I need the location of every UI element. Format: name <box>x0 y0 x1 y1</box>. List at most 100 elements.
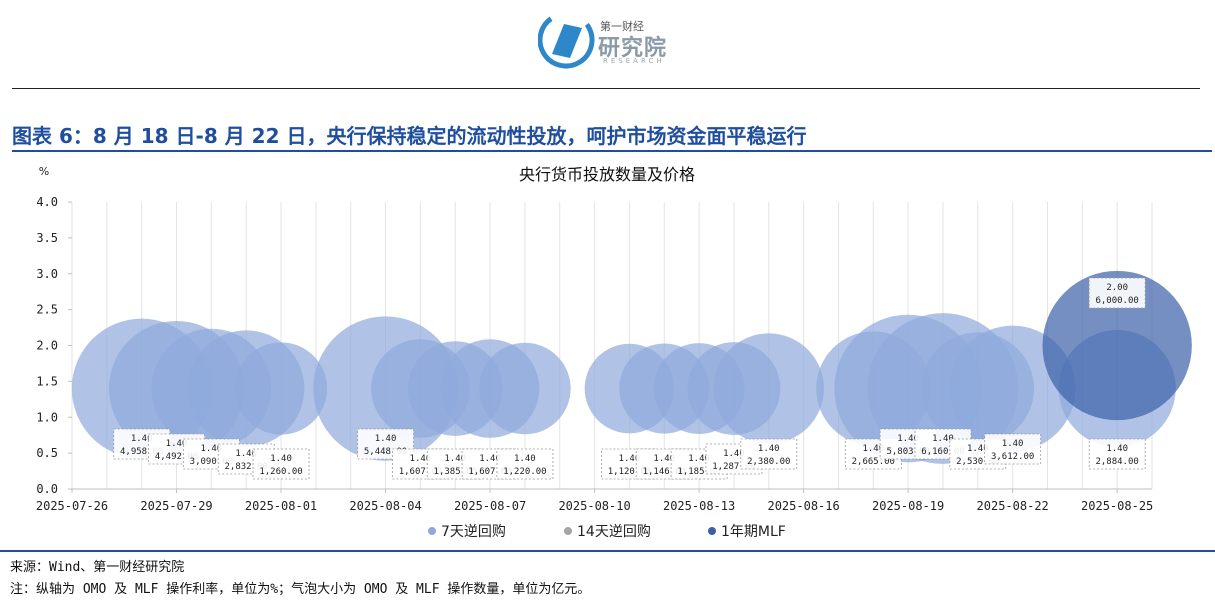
data-label-amount: 1,607.00 <box>399 467 442 477</box>
research-logo-icon <box>538 11 595 69</box>
data-label-amount: 2,530.00 <box>956 457 999 467</box>
bubble-point <box>1042 270 1192 421</box>
data-label-box <box>984 433 1042 465</box>
y-tick-label: 1.0 <box>36 410 58 424</box>
data-label-rate: 1.40 <box>375 434 397 444</box>
data-label-amount: 6,000.00 <box>1095 296 1138 306</box>
data-label-amount: 1,607.00 <box>468 467 511 477</box>
data-label-rate: 1.40 <box>653 454 675 464</box>
data-label: 1.40 5,448.00 <box>357 428 414 460</box>
data-label-amount: 4,492.00 <box>155 452 198 462</box>
bubble-point <box>713 333 824 444</box>
data-label-amount: 1,120.00 <box>608 467 651 477</box>
data-label: 1.40 2,380.00 <box>740 438 798 470</box>
bubble-point <box>234 342 328 435</box>
legend-marker <box>564 527 572 535</box>
data-label-amount: 2,832.00 <box>225 462 268 472</box>
y-tick-label: 4.0 <box>36 195 58 209</box>
data-label: 1.40 2,884.00 <box>1088 438 1146 470</box>
bubble-chart: 央行货币投放数量及价格 % 1.404,958.001.404,492.001.… <box>36 165 1192 540</box>
x-tick-label: 2025-08-04 <box>349 499 421 513</box>
data-label-box <box>1088 438 1146 470</box>
data-label-amount: 5,803.00 <box>886 447 929 457</box>
data-label-rate: 1.40 <box>1002 439 1024 449</box>
data-label-rate: 1.40 <box>688 454 710 464</box>
logo-label-cn: 第一财经 <box>600 20 644 33</box>
bubble-layer <box>71 270 1192 464</box>
data-label-rate: 1.40 <box>514 454 536 464</box>
data-label-amount: 3,612.00 <box>991 452 1034 462</box>
x-tick-label: 2025-07-29 <box>140 499 212 513</box>
legend-label: 1年期MLF <box>721 524 786 540</box>
legend-marker <box>708 527 716 535</box>
y-tick-label: 1.5 <box>36 374 58 388</box>
chart-axes: 0.0 0.5 1.0 1.5 2.0 2.5 3.0 3.5 4.0 2025-07-26 202… <box>36 195 1153 513</box>
data-label-amount: 1,185.00 <box>677 467 720 477</box>
data-label-rate: 1.40 <box>410 454 432 464</box>
legend-marker <box>428 527 436 535</box>
chart-legend: 7天逆回购 14天逆回购 1年期MLF <box>428 524 786 540</box>
data-label-amount: 1,287.00 <box>712 462 755 472</box>
logo-label-main: 研究院 <box>598 36 668 61</box>
x-tick-label: 2025-08-01 <box>245 499 317 513</box>
y-tick-label: 0.5 <box>36 446 58 460</box>
source-text: 来源：Wind、第一财经研究院 <box>10 560 185 575</box>
data-label-amount: 6,160.00 <box>921 447 964 457</box>
data-label: 1.40 1,260.00 <box>252 448 310 480</box>
bubble-point <box>479 342 571 435</box>
data-label: 2.00 6,000.00 <box>1088 277 1146 309</box>
data-label-rate: 1.40 <box>479 454 501 464</box>
data-label-box <box>252 448 310 480</box>
data-label-amount: 1,385.00 <box>434 467 477 477</box>
y-tick-label: 2.5 <box>36 303 58 317</box>
data-label-amount: 4,958.00 <box>120 447 163 457</box>
x-tick-label: 2025-08-19 <box>872 499 944 513</box>
data-label-rate: 1.40 <box>1106 444 1128 454</box>
data-label-amount: 1,260.00 <box>259 467 302 477</box>
data-label-amount: 1,220.00 <box>503 467 546 477</box>
data-label-rate: 1.40 <box>758 444 780 454</box>
data-label-rate: 1.40 <box>897 434 919 444</box>
logo-label-en: RESEARCH <box>603 57 665 65</box>
data-label-amount: 2,665.00 <box>852 457 895 467</box>
data-label-rate: 1.40 <box>235 449 257 459</box>
data-label-rate: 1.40 <box>862 444 884 454</box>
data-label-layer: 1.404,958.001.404,492.001.403,090.001.40… <box>113 277 1146 480</box>
header-divider <box>12 88 1200 89</box>
data-label-box <box>496 448 554 480</box>
chart-title: 央行货币投放数量及价格 <box>519 165 695 184</box>
data-label-amount: 3,090.00 <box>190 457 233 467</box>
data-label-rate: 1.40 <box>723 449 745 459</box>
data-label-rate: 2.00 <box>1106 283 1128 293</box>
x-tick-label: 2025-08-07 <box>454 499 526 513</box>
data-label: 1.40 3,612.00 <box>984 433 1042 465</box>
x-tick-label: 2025-08-25 <box>1081 499 1153 513</box>
data-label-box <box>1088 277 1146 309</box>
y-tick-label: 3.5 <box>36 231 58 245</box>
y-tick-label: 3.0 <box>36 267 58 281</box>
legend-label: 14天逆回购 <box>577 524 651 540</box>
data-label-rate: 1.40 <box>444 454 466 464</box>
title-divider <box>12 150 1212 152</box>
data-label: 1.40 1,220.00 <box>496 448 554 480</box>
x-tick-label: 2025-08-13 <box>663 499 735 513</box>
data-label-amount: 2,380.00 <box>747 457 790 467</box>
data-label-box <box>740 438 798 470</box>
data-label-amount: 2,884.00 <box>1095 457 1138 467</box>
source-divider <box>0 550 1215 552</box>
data-label-rate: 1.40 <box>967 444 989 454</box>
x-tick-label: 2025-08-16 <box>767 499 839 513</box>
y-tick-label: 0.0 <box>36 482 58 496</box>
y-axis-label: % <box>39 165 49 178</box>
x-tick-label: 2025-08-10 <box>558 499 630 513</box>
note-text: 注：纵轴为 OMO 及 MLF 操作利率，单位为%；气泡大小为 OMO 及 ML… <box>10 582 591 597</box>
x-tick-label: 2025-07-26 <box>36 499 108 513</box>
data-label-amount: 1,146.00 <box>643 467 686 477</box>
data-label-rate: 1.40 <box>201 444 223 454</box>
x-tick-label: 2025-08-22 <box>977 499 1049 513</box>
figure-title: 图表 6：8 月 18 日-8 月 22 日，央行保持稳定的流动性投放，呵护市场… <box>12 124 807 148</box>
data-label-rate: 1.40 <box>166 439 188 449</box>
data-label-rate: 1.40 <box>270 454 292 464</box>
data-label-rate: 1.40 <box>131 434 153 444</box>
data-label-amount: 5,448.00 <box>364 447 407 457</box>
